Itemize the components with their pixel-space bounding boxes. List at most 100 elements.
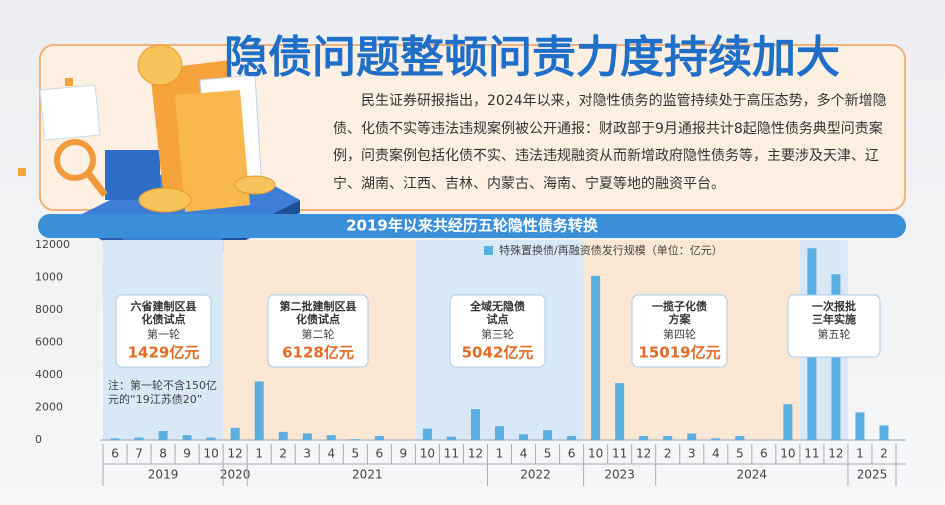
- y-tick-label: 12000: [35, 238, 70, 251]
- x-tick-label: 4: [520, 447, 528, 461]
- year-label: 2020: [220, 468, 251, 482]
- x-tick-label: 6: [376, 447, 384, 461]
- bar: [519, 434, 529, 440]
- round-card: [449, 294, 546, 368]
- bar: [206, 437, 216, 440]
- x-tick-label: 1: [255, 447, 263, 461]
- y-tick-label: 8000: [35, 303, 63, 316]
- round-number: 第三轮: [481, 327, 514, 341]
- chart-title-bar: [38, 214, 906, 238]
- x-tick-label: 5: [736, 447, 744, 461]
- x-tick-label: 6: [111, 447, 119, 461]
- note: 元的“19江苏债20”: [108, 392, 202, 406]
- round-title: 一揽子化债: [652, 299, 707, 313]
- x-tick-label: 9: [183, 447, 191, 461]
- x-tick-label: 11: [444, 447, 459, 461]
- round-title: 化债试点: [142, 312, 186, 326]
- bar: [374, 435, 384, 440]
- x-tick-label: 12: [828, 447, 843, 461]
- y-tick-label: 1000: [35, 271, 63, 284]
- bar: [495, 426, 504, 440]
- x-tick-label: 7: [135, 447, 143, 461]
- x-tick-label: 12: [468, 447, 483, 461]
- bar: [158, 431, 168, 440]
- x-tick-label: 4: [712, 447, 720, 461]
- bar: [350, 439, 360, 440]
- x-tick-label: 6: [760, 447, 768, 461]
- x-tick-label: 5: [544, 447, 552, 461]
- x-tick-label: 11: [612, 447, 627, 461]
- bar: [110, 438, 120, 440]
- round-title: 三年实施: [812, 312, 856, 326]
- year-label: 2021: [352, 468, 383, 482]
- round-card: [115, 294, 212, 368]
- x-tick-label: 10: [780, 447, 795, 461]
- round-card: [787, 294, 881, 358]
- year-label: 2024: [737, 468, 768, 482]
- round-amount: 15019亿元: [638, 344, 720, 362]
- round-number: 第二轮: [302, 327, 335, 341]
- year-label: 2023: [604, 468, 635, 482]
- round-number: 第四轮: [663, 327, 696, 341]
- chart-title: 2019年以来共经历五轮隐性债务转换: [346, 217, 599, 235]
- bar: [735, 435, 745, 440]
- round-title: 方案: [669, 312, 692, 326]
- x-tick-label: 10: [420, 447, 435, 461]
- page-title: 隐债问题整顿问责力度持续加大: [224, 32, 840, 83]
- x-tick-label: 2: [880, 447, 888, 461]
- x-tick-label: 2: [664, 447, 672, 461]
- bar: [543, 430, 553, 440]
- y-tick-label: 4000: [35, 368, 63, 381]
- bar: [446, 436, 456, 440]
- x-tick-label: 3: [303, 447, 311, 461]
- x-tick-label: 12: [228, 447, 243, 461]
- round-title: 化债试点: [296, 312, 340, 326]
- y-tick-label: 2000: [35, 401, 63, 414]
- x-tick-label: 10: [588, 447, 603, 461]
- x-tick-label: 10: [203, 447, 218, 461]
- round-number: 第一轮: [147, 327, 180, 341]
- round-amount: 6128亿元: [282, 344, 354, 362]
- bar: [254, 381, 264, 440]
- bar: [182, 435, 192, 440]
- year-label: 2019: [148, 468, 179, 482]
- bar: [326, 435, 336, 440]
- intro-text: 民生证券研报指出，2024年以来，对隐性债务的监管持续处于高压态势，多个新增隐债…: [333, 93, 887, 192]
- round-card: [631, 294, 728, 368]
- x-tick-label: 12: [636, 447, 651, 461]
- x-tick-label: 11: [804, 447, 819, 461]
- y-tick-label: 6000: [35, 336, 63, 349]
- x-tick-label: 5: [351, 447, 359, 461]
- bar: [663, 435, 673, 440]
- x-tick-label: 2: [279, 447, 287, 461]
- year-label: 2022: [520, 468, 551, 482]
- round-title: 一次报批: [812, 299, 856, 313]
- bar: [422, 428, 432, 440]
- bar: [783, 404, 793, 440]
- bar: [687, 433, 697, 440]
- legend-swatch: [484, 246, 493, 255]
- note: 注：第一轮不含150亿: [108, 378, 217, 392]
- bar: [230, 427, 240, 440]
- bar: [855, 412, 865, 440]
- x-tick-label: 9: [400, 447, 408, 461]
- x-tick-label: 4: [327, 447, 335, 461]
- round-amount: 1429亿元: [128, 344, 200, 362]
- x-tick-label: 1: [856, 447, 864, 461]
- round-card: [267, 294, 369, 368]
- round-title: 全域无隐债: [469, 299, 525, 313]
- year-label: 2025: [857, 468, 888, 482]
- bar: [879, 425, 889, 440]
- round-title: 第二批建制区县: [280, 299, 357, 313]
- x-tick-label: 6: [568, 447, 576, 461]
- bar: [639, 435, 649, 440]
- y-tick-label: 0: [35, 433, 42, 446]
- round-title: 试点: [487, 312, 509, 326]
- bar: [567, 435, 577, 440]
- round-title: 六省建制区县: [131, 299, 197, 313]
- x-tick-label: 3: [688, 447, 696, 461]
- bar: [302, 433, 312, 440]
- bar: [711, 438, 721, 440]
